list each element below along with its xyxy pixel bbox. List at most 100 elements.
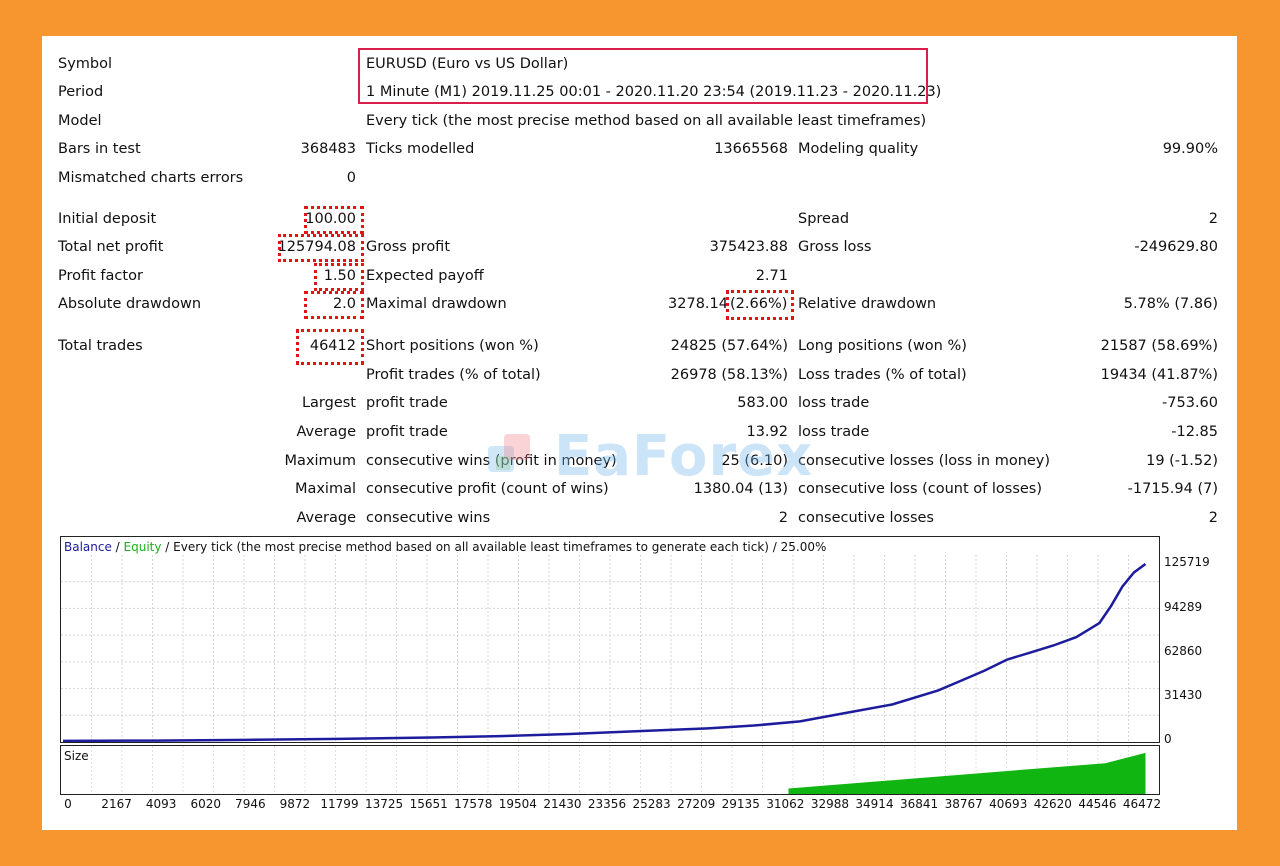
x-tick-label: 31062	[766, 797, 805, 811]
max-drawdown-label: Maximal drawdown	[366, 296, 507, 312]
largest-label: Largest	[301, 395, 356, 411]
rel-drawdown-label: Relative drawdown	[798, 296, 937, 312]
quality-value: 99.90%	[1162, 141, 1218, 157]
ticks-value: 13665568	[714, 141, 788, 157]
x-tick-label: 7946	[235, 797, 266, 811]
avg-loss-label: loss trade	[798, 424, 870, 440]
largest-profit-label: profit trade	[366, 395, 448, 411]
x-tick-label: 32988	[810, 797, 849, 811]
symbol-label: Symbol	[58, 56, 113, 72]
x-tick-label: 38767	[944, 797, 983, 811]
maximal-cons-loss-value: -1715.94 (7)	[1127, 481, 1218, 497]
initial-deposit-label: Initial deposit	[58, 211, 157, 227]
y-tick-label: 94289	[1164, 599, 1203, 614]
maximal-label: Maximal	[294, 481, 356, 497]
y-tick-label: 125719	[1164, 555, 1210, 570]
total-trades-label: Total trades	[58, 338, 143, 354]
max-drawdown-pct: (2.66%)	[730, 296, 788, 312]
chart-caption: Balance / Equity / Every tick (the most …	[64, 539, 826, 555]
maximal-cons-profit-value: 1380.04 (13)	[693, 481, 788, 497]
x-tick-label: 0	[64, 797, 72, 811]
spread-label: Spread	[798, 211, 850, 227]
expected-payoff-label: Expected payoff	[366, 268, 484, 284]
avg-cons-losses-label: consecutive losses	[798, 510, 934, 526]
balance-chart-plot	[61, 555, 1159, 742]
x-tick-label: 13725	[364, 797, 404, 811]
largest-profit-value: 583.00	[737, 395, 788, 411]
loss-trades-value: 19434 (41.87%)	[1100, 367, 1218, 383]
profit-factor-label: Profit factor	[58, 268, 143, 284]
maximal-cons-profit-label: consecutive profit (count of wins)	[366, 481, 609, 497]
x-tick-label: 44546	[1078, 797, 1117, 811]
balance-series-line	[62, 563, 1147, 742]
largest-loss-value: -753.60	[1162, 395, 1218, 411]
loss-trades-label: Loss trades (% of total)	[798, 367, 967, 383]
spread-value: 2	[1208, 211, 1218, 227]
max-cons-losses-label: consecutive losses (loss in money)	[798, 453, 1051, 469]
long-value: 21587 (58.69%)	[1100, 338, 1218, 354]
profit-trades-value: 26978 (58.13%)	[670, 367, 788, 383]
balance-legend: Balance	[64, 540, 112, 554]
rel-drawdown-value: 5.78% (7.86)	[1123, 296, 1218, 312]
max-drawdown-highlight	[726, 290, 794, 320]
x-tick-label: 17578	[454, 797, 493, 811]
balance-chart: Balance / Equity / Every tick (the most …	[60, 536, 1160, 743]
bars-value: 368483	[300, 141, 356, 157]
long-label: Long positions (won %)	[798, 338, 967, 354]
bars-label: Bars in test	[58, 141, 141, 157]
gross-loss-value: -249629.80	[1134, 239, 1218, 255]
x-tick-label: 19504	[498, 797, 537, 811]
y-tick-label: 62860	[1164, 643, 1203, 658]
x-tick-label: 27209	[677, 797, 716, 811]
eaforex-logo-icon	[488, 434, 530, 472]
gross-loss-label: Gross loss	[798, 239, 872, 255]
x-tick-label: 11799	[320, 797, 359, 811]
x-tick-label: 25283	[632, 797, 671, 811]
ticks-label: Ticks modelled	[366, 141, 475, 157]
period-value: 1 Minute (M1) 2019.11.25 00:01 - 2020.11…	[366, 84, 942, 100]
x-tick-label: 36841	[899, 797, 939, 811]
initial-deposit-highlight	[304, 206, 364, 234]
avg-profit-value: 13.92	[746, 424, 788, 440]
short-label: Short positions (won %)	[366, 338, 539, 354]
max-cons-wins-label: consecutive wins (profit in money)	[366, 453, 617, 469]
profit-trades-label: Profit trades (% of total)	[366, 367, 541, 383]
net-profit-label: Total net profit	[58, 239, 164, 255]
caption-description: / Every tick (the most precise method ba…	[161, 540, 827, 554]
gross-profit-value: 375423.88	[709, 239, 788, 255]
quality-label: Modeling quality	[798, 141, 919, 157]
avg-profit-label: profit trade	[366, 424, 448, 440]
x-tick-label: 21430	[543, 797, 582, 811]
maximal-cons-loss-label: consecutive loss (count of losses)	[798, 481, 1043, 497]
x-tick-label: 4093	[145, 797, 177, 811]
x-tick-label: 40693	[989, 797, 1028, 811]
mismatch-value: 0	[346, 170, 356, 186]
x-tick-label: 46472	[1122, 797, 1162, 811]
size-area	[788, 752, 1146, 794]
total-trades-highlight	[296, 329, 364, 365]
y-tick-label: 0	[1164, 732, 1172, 746]
x-tick-label: 9872	[279, 797, 311, 811]
symbol-period-highlight	[358, 48, 928, 104]
period-label: Period	[58, 84, 104, 100]
profit-factor-value: 1.50	[323, 268, 356, 284]
x-tick-label: 23356	[587, 797, 627, 811]
equity-legend: Equity	[123, 540, 162, 554]
net-profit-highlight	[278, 234, 364, 262]
avg-cons-wins-value: 2	[778, 510, 788, 526]
profit-factor-highlight	[314, 263, 364, 291]
abs-drawdown-value: 2.0	[332, 296, 356, 312]
mismatch-label: Mismatched charts errors	[58, 170, 244, 186]
x-tick-label: 2167	[101, 797, 132, 811]
expected-payoff-value: 2.71	[755, 268, 788, 284]
strategy-tester-report: Symbol EURUSD (Euro vs US Dollar) Period…	[42, 36, 1237, 830]
short-value: 24825 (57.64%)	[670, 338, 788, 354]
initial-deposit-value: 100.00	[305, 211, 356, 227]
x-tick-label: 34914	[855, 797, 894, 811]
eaforex-watermark: EaForex	[554, 424, 814, 489]
model-value: Every tick (the most precise method base…	[366, 113, 927, 129]
x-tick-label: 15651	[409, 797, 448, 811]
caption-separator: /	[111, 540, 124, 554]
avg-cons-losses-value: 2	[1208, 510, 1218, 526]
average-label: Average	[296, 424, 356, 440]
